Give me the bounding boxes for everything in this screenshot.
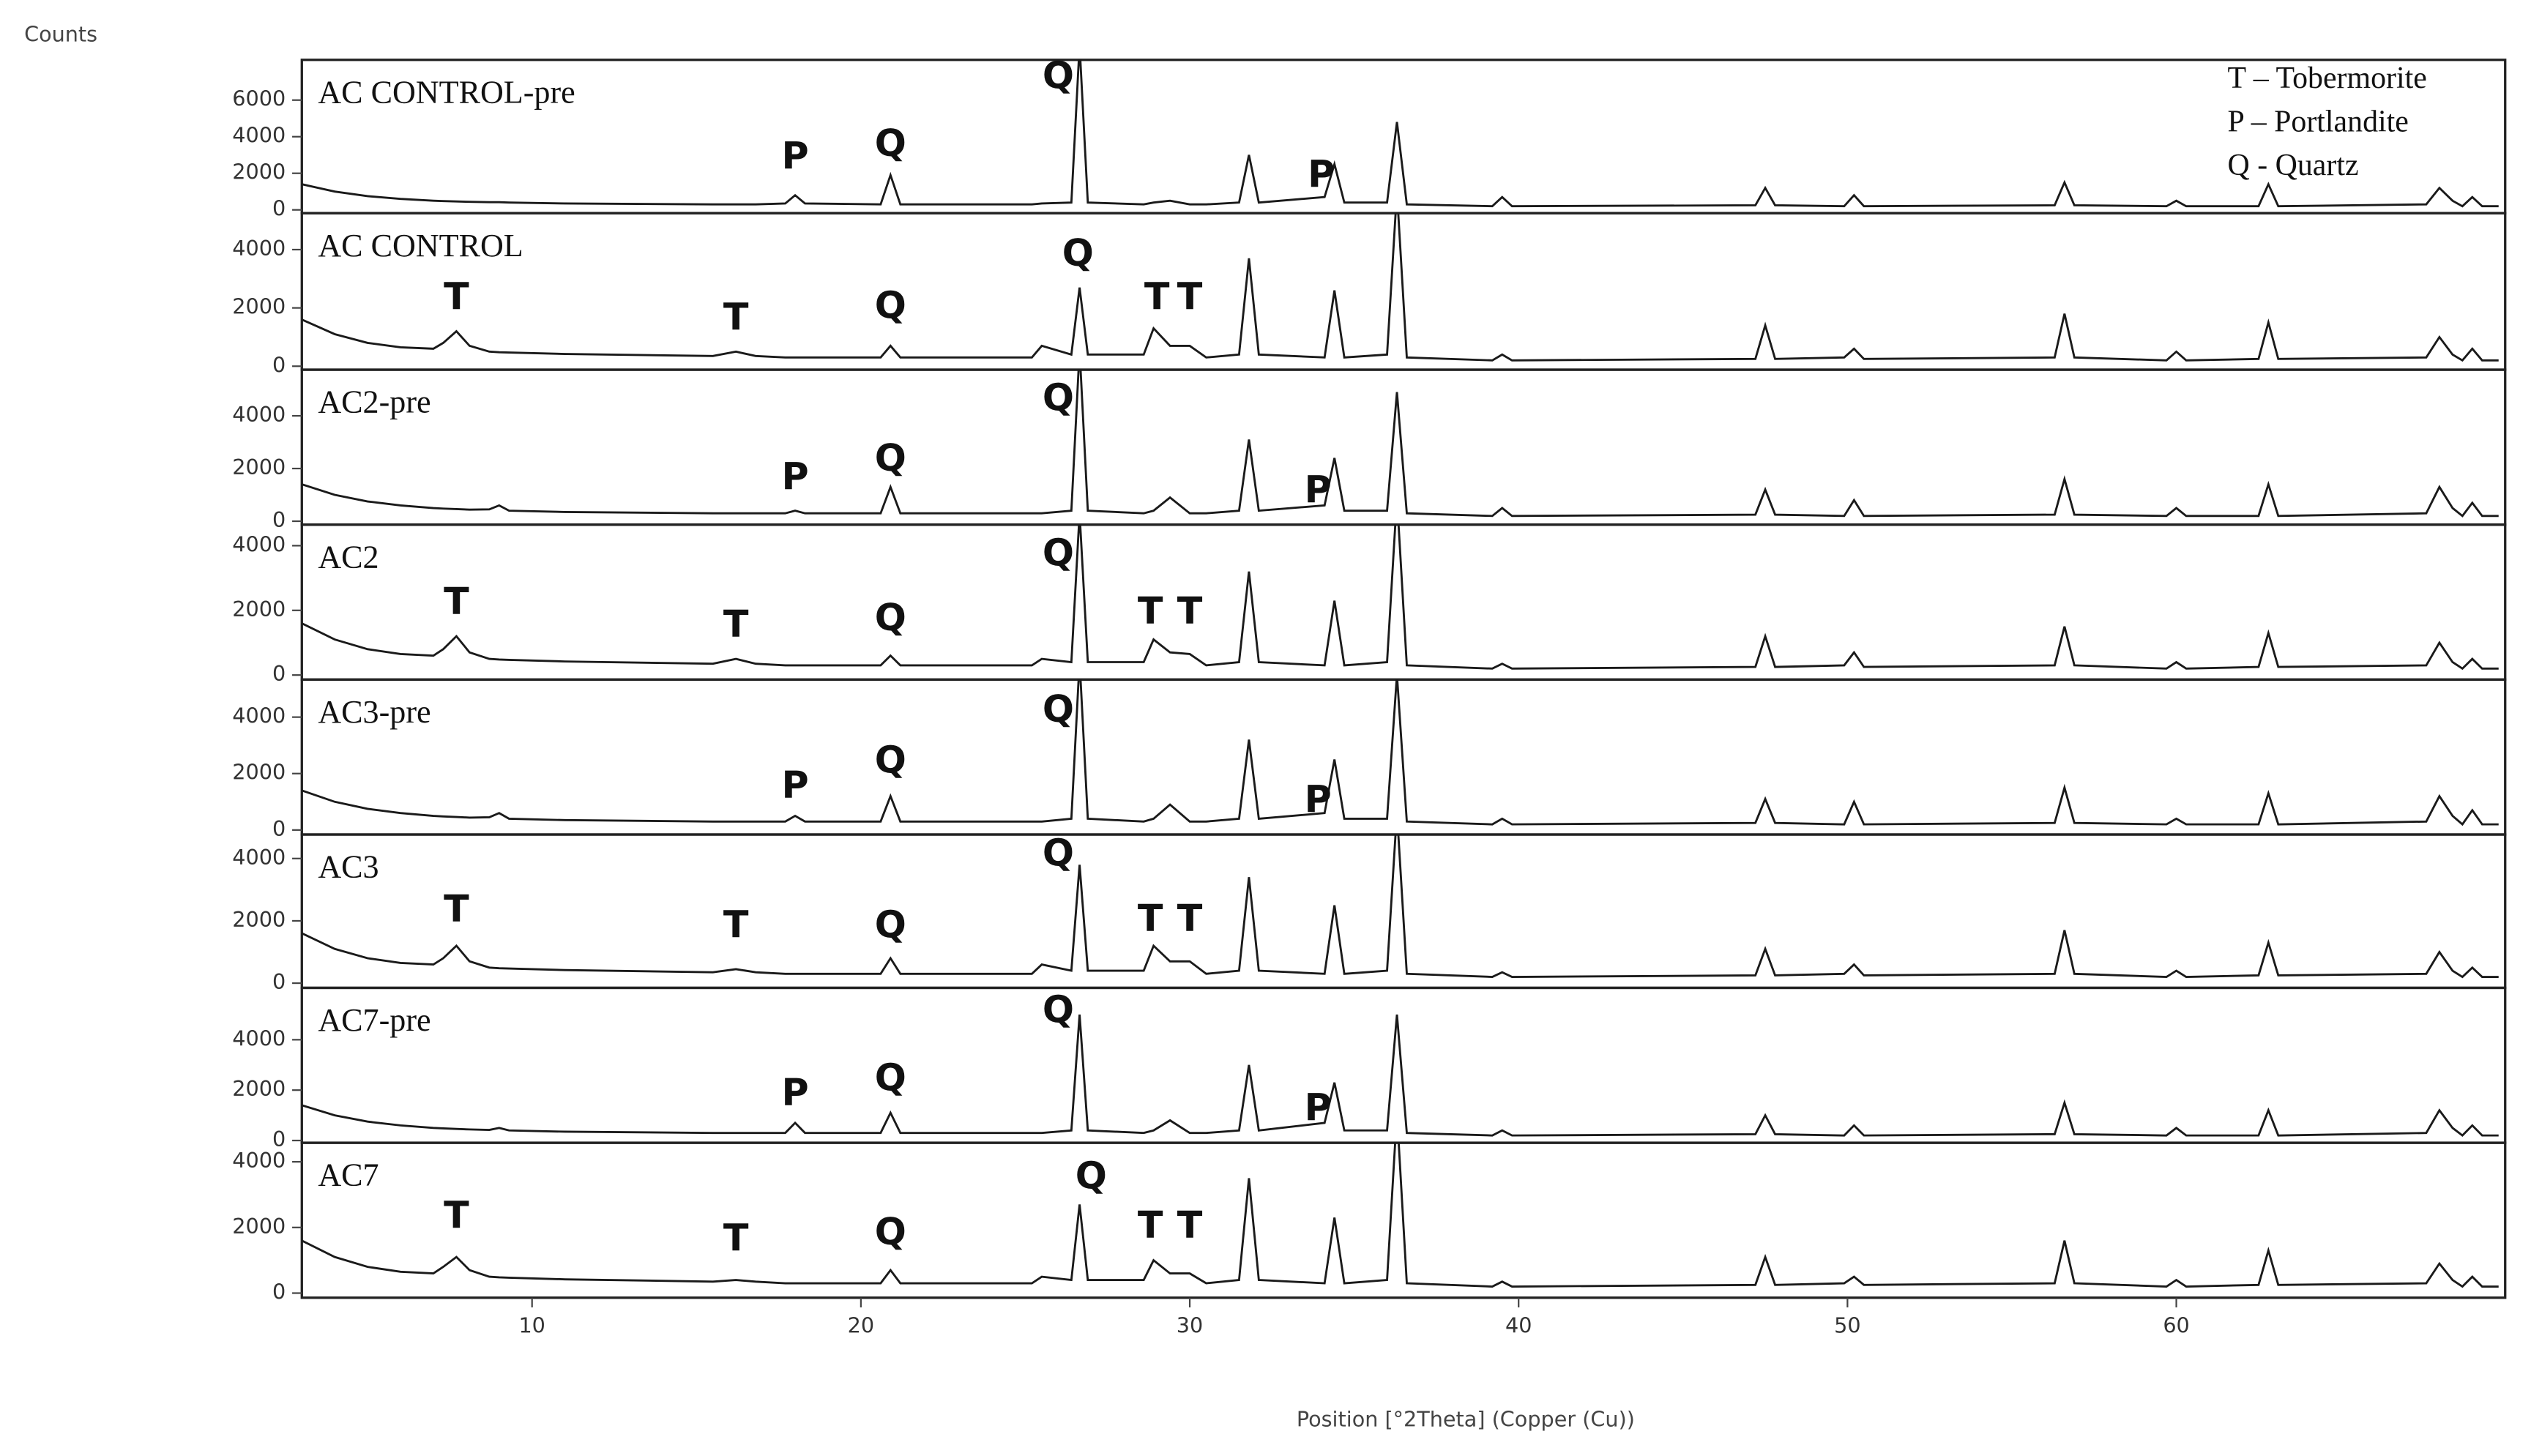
peak-annotation: Q (1043, 531, 1074, 575)
panel-frame (300, 368, 2507, 526)
peak-annotation: Q (1043, 687, 1074, 731)
peak-annotation: T (723, 602, 749, 646)
panel-frame (300, 1141, 2507, 1299)
peak-annotation: Q (875, 738, 906, 781)
y-tick-label: 2000 (232, 597, 286, 621)
panel-label: AC2-pre (318, 384, 430, 420)
y-tick-label: 6000 (232, 86, 286, 111)
peak-annotation: Q (875, 596, 906, 639)
y-tick-label: 0 (272, 969, 286, 994)
x-tick-label: 20 (848, 1313, 874, 1337)
peak-annotation: T (723, 1217, 749, 1260)
y-tick-label: 0 (272, 196, 286, 221)
peak-annotation: P (1305, 1086, 1332, 1130)
y-tick-label: 2000 (232, 160, 286, 184)
peak-annotation: Q (875, 122, 906, 165)
y-tick-label: 2000 (232, 907, 286, 932)
peak-annotation: P (781, 1071, 808, 1114)
y-tick-label: 4000 (232, 402, 286, 427)
diffraction-line (302, 1143, 2499, 1288)
y-tick-label: 4000 (232, 531, 286, 556)
peak-annotation: T (1177, 897, 1203, 940)
panel-frame (300, 59, 2507, 214)
panel-label: AC3 (318, 849, 379, 885)
peak-annotation: Q (1076, 1154, 1107, 1198)
y-tick-label: 4000 (232, 1026, 286, 1050)
peak-annotation: Q (1043, 832, 1074, 875)
legend-note: P – Portlandite (2228, 105, 2409, 139)
y-tick-label: 4000 (232, 236, 286, 261)
peak-annotation: Q (875, 436, 906, 479)
peak-annotation: P (1308, 153, 1335, 196)
peak-annotation: T (444, 887, 469, 930)
x-tick-label: 50 (1834, 1313, 1860, 1337)
diffraction-line (302, 1014, 2499, 1138)
peak-annotation: Q (875, 1056, 906, 1099)
y-tick-label: 0 (272, 661, 286, 686)
y-axis-title: Counts (24, 22, 97, 47)
y-tick-label: 2000 (232, 760, 286, 785)
peak-annotation: T (1177, 589, 1203, 632)
peak-annotation: Q (1062, 231, 1094, 275)
peak-annotation: Q (1043, 988, 1074, 1031)
peak-annotation: T (1138, 897, 1163, 940)
y-tick-label: 2000 (232, 294, 286, 319)
legend-note: T – Tobermorite (2228, 61, 2427, 95)
legend-note: Q - Quartz (2228, 149, 2359, 182)
diffraction-line (302, 59, 2499, 208)
peak-annotation: T (1144, 275, 1170, 318)
x-tick-label: 10 (518, 1313, 545, 1337)
peak-annotation: T (1138, 589, 1163, 632)
panel-label: AC7 (318, 1157, 379, 1193)
diffraction-line (302, 679, 2499, 826)
peak-annotation: T (723, 903, 749, 946)
y-tick-label: 0 (272, 352, 286, 377)
peak-annotation: T (1177, 1203, 1203, 1247)
peak-annotation: Q (875, 284, 906, 327)
peak-annotation: Q (875, 903, 906, 946)
y-tick-label: 4000 (232, 845, 286, 870)
peak-annotation: P (781, 764, 808, 807)
peak-annotation: T (444, 275, 469, 318)
peak-annotation: T (444, 1193, 469, 1236)
panel-label: AC7-pre (318, 1002, 430, 1038)
y-tick-label: 0 (272, 507, 286, 532)
peak-annotation: P (781, 135, 808, 178)
y-tick-label: 4000 (232, 703, 286, 728)
y-tick-label: 0 (272, 816, 286, 841)
diffraction-line (302, 524, 2499, 671)
peak-annotation: Q (1043, 376, 1074, 419)
peak-annotation: P (1305, 468, 1332, 511)
peak-annotation: Q (875, 1210, 906, 1253)
x-axis-title: Position [°2Theta] (Copper (Cu)) (1297, 1406, 1635, 1431)
x-tick-label: 40 (1505, 1313, 1532, 1337)
y-tick-label: 0 (272, 1127, 286, 1151)
peak-annotation: T (723, 296, 749, 339)
y-tick-label: 4000 (232, 1148, 286, 1173)
y-tick-label: 2000 (232, 1076, 286, 1101)
peak-annotation: Q (1043, 54, 1074, 97)
panel-frame (300, 986, 2507, 1144)
panel-label: AC CONTROL-pre (318, 74, 575, 110)
peak-annotation: T (444, 580, 469, 623)
panel-label: AC CONTROL (318, 228, 523, 264)
y-tick-label: 4000 (232, 123, 286, 148)
x-tick-label: 30 (1177, 1313, 1203, 1337)
y-tick-label: 2000 (232, 1214, 286, 1239)
peak-annotation: P (1305, 777, 1332, 821)
x-tick-label: 60 (2163, 1313, 2189, 1337)
panel-label: AC2 (318, 539, 379, 575)
panel-label: AC3-pre (318, 694, 430, 730)
peak-annotation: P (781, 455, 808, 498)
diffraction-line (302, 835, 2499, 979)
diffraction-line (302, 370, 2499, 518)
y-tick-label: 2000 (232, 455, 286, 479)
peak-annotation: T (1177, 275, 1203, 318)
y-tick-label: 0 (272, 1279, 286, 1304)
diffraction-line (302, 213, 2499, 362)
peak-annotation: T (1138, 1203, 1163, 1247)
